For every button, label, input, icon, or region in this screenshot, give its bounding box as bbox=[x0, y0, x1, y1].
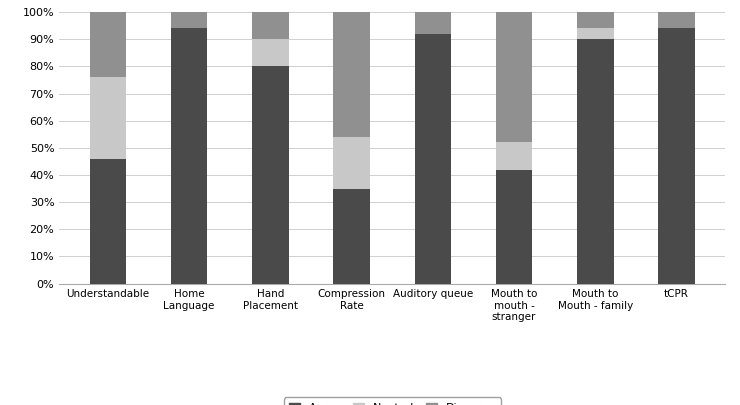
Bar bbox=[90, 159, 127, 284]
Bar bbox=[252, 66, 289, 283]
Bar bbox=[658, 28, 695, 283]
Bar bbox=[577, 28, 613, 39]
Bar bbox=[90, 77, 127, 159]
Bar bbox=[333, 137, 370, 188]
Bar bbox=[252, 39, 289, 66]
Bar bbox=[577, 39, 613, 284]
Bar bbox=[496, 12, 532, 143]
Bar bbox=[577, 12, 613, 28]
Bar bbox=[658, 12, 695, 28]
Bar bbox=[333, 188, 370, 284]
Bar bbox=[171, 28, 207, 283]
Legend: Agree, Neutral, Disagree: Agree, Neutral, Disagree bbox=[283, 397, 501, 405]
Bar bbox=[252, 12, 289, 39]
Bar bbox=[90, 12, 127, 77]
Bar bbox=[496, 170, 532, 284]
Bar bbox=[171, 12, 207, 28]
Bar bbox=[414, 12, 451, 34]
Bar bbox=[414, 34, 451, 284]
Bar bbox=[496, 143, 532, 170]
Bar bbox=[333, 12, 370, 137]
